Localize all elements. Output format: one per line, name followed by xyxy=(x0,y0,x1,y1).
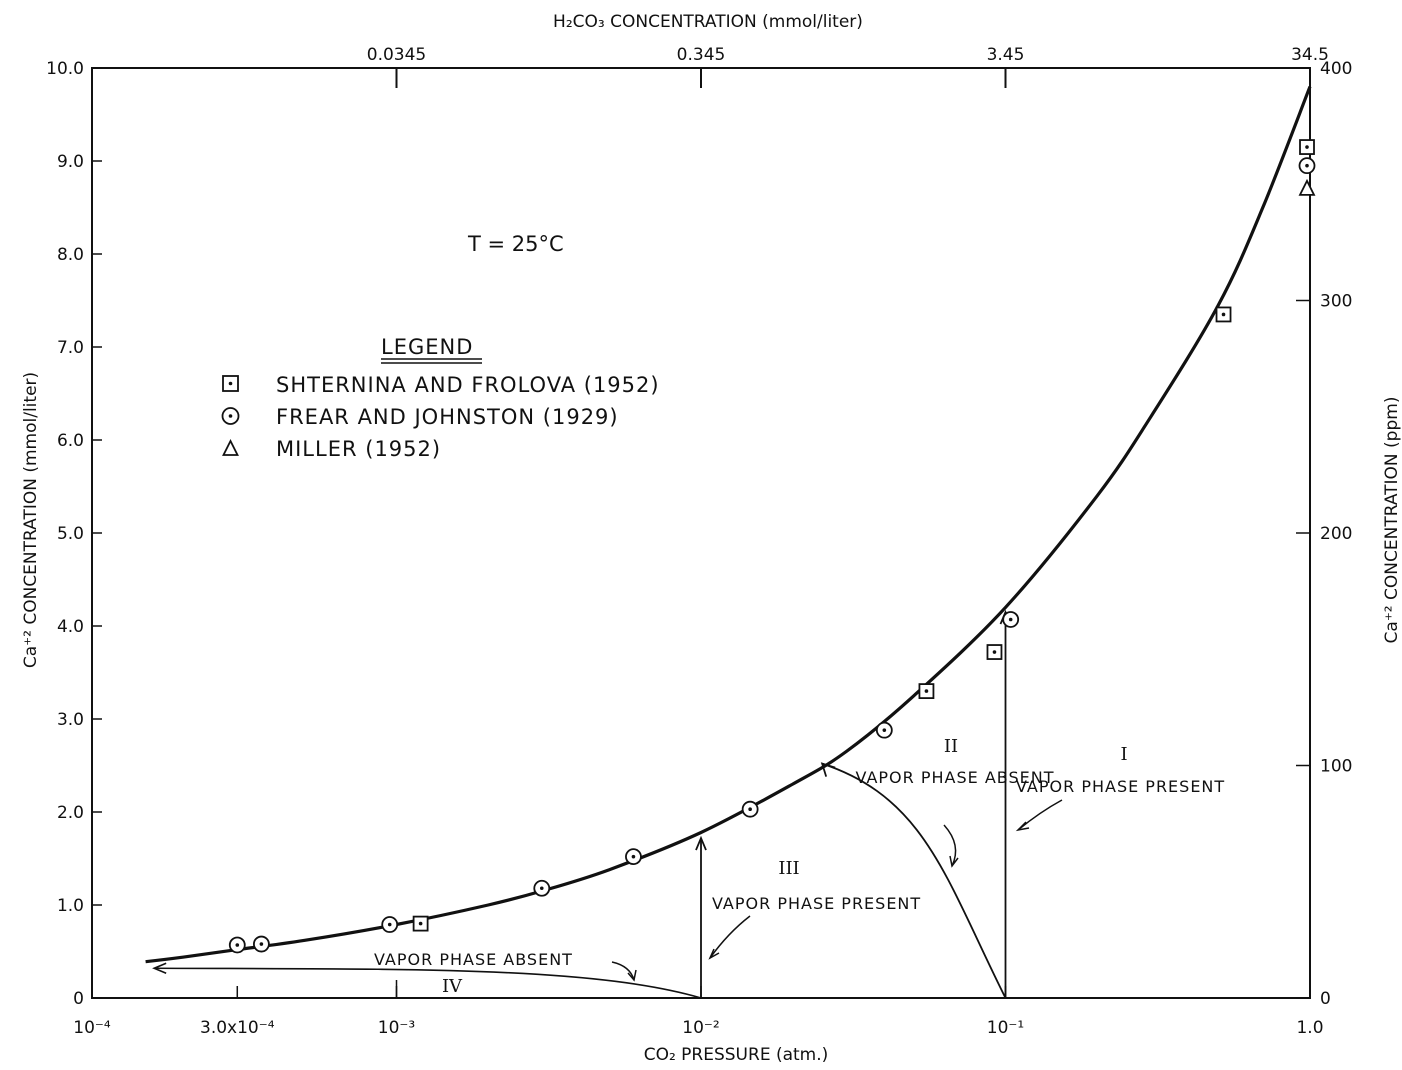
legend-title: LEGEND xyxy=(381,335,473,359)
region-III-text: VAPOR PHASE PRESENT xyxy=(712,894,921,913)
x-tick-label-2: 10⁻³ xyxy=(378,1018,415,1038)
data-point-circle-dot-2-dot xyxy=(387,922,392,927)
data-point-square-dot-3-dot xyxy=(1221,312,1226,317)
y-axis-title-right: Ca⁺² CONCENTRATION (ppm) xyxy=(1382,397,1402,644)
leader-arrows xyxy=(611,799,1063,982)
data-point-square-dot-3 xyxy=(1215,306,1232,323)
y-axis-title-left: Ca⁺² CONCENTRATION (mmol/liter) xyxy=(21,372,41,668)
equilibrium-curve-group xyxy=(145,86,1312,964)
y-tick-label-7: 7.0 xyxy=(57,338,84,358)
boundary-curve-IV xyxy=(154,967,702,999)
x-tick-label-5: 1.0 xyxy=(1296,1018,1323,1038)
leader-region-I-head xyxy=(1015,821,1030,832)
data-point-circle-dot-5-dot xyxy=(748,807,752,812)
leader-region-III xyxy=(709,915,751,959)
region-II-text-line: VAPOR PHASE ABSENT xyxy=(856,768,1055,787)
data-point-triangle-0 xyxy=(1298,178,1316,196)
data-point-circle-dot-6 xyxy=(875,721,893,739)
y-right-tick-label-3: 300 xyxy=(1320,292,1352,312)
data-point-circle-dot-7 xyxy=(1002,611,1020,628)
y-right-tick-label-0: 0 xyxy=(1320,989,1331,1009)
top-axis-title: H₂CO₃ CONCENTRATION (mmol/liter) xyxy=(553,12,863,32)
legend-label-frear: FREAR AND JOHNSTON (1929) xyxy=(276,405,619,429)
temperature-annotation: T = 25°C xyxy=(467,232,564,256)
data-point-circle-dot-5 xyxy=(741,800,759,818)
data-point-circle-dot-8-dot xyxy=(1305,163,1309,168)
data-point-square-dot-4 xyxy=(1299,139,1315,155)
data-point-circle-dot-8 xyxy=(1298,157,1316,175)
data-point-circle-dot-3-dot xyxy=(539,886,544,891)
leader-region-IV-head xyxy=(627,969,637,982)
y-tick-label-2: 2.0 xyxy=(57,803,84,823)
data-point-circle-dot-6-dot xyxy=(882,728,887,732)
legend-marker-triangle xyxy=(222,438,239,456)
legend-label-shternina: SHTERNINA AND FROLOVA (1952) xyxy=(276,373,660,397)
region-II-numeral: II xyxy=(944,736,958,757)
region-boundaries xyxy=(152,609,1012,999)
x-tick-label-3: 10⁻² xyxy=(682,1018,719,1038)
leader-region-I xyxy=(1017,799,1063,831)
region-labels: I VAPOR PHASE PRESENT II VAPOR PHASE ABS… xyxy=(374,736,1225,997)
y-tick-label-1: 1.0 xyxy=(57,896,84,916)
y-tick-label-0: 0 xyxy=(73,989,84,1009)
region-IV-text: VAPOR PHASE ABSENT xyxy=(374,950,573,969)
y-right-tick-label-4: 400 xyxy=(1320,59,1352,79)
data-point-circle-dot-2 xyxy=(381,916,399,933)
data-point-circle-dot-4 xyxy=(625,848,642,866)
data-point-square-dot-2 xyxy=(986,644,1003,660)
y-tick-label-9: 9.0 xyxy=(57,152,84,172)
data-point-circle-dot-1-dot xyxy=(259,942,264,946)
top-tick-label-0: 0.0345 xyxy=(367,45,426,65)
data-point-circle-dot-3 xyxy=(533,879,551,897)
equilibrium-curve xyxy=(145,86,1312,964)
legend-marker-circle-dot xyxy=(221,407,240,425)
x-tick-label-4: 10⁻¹ xyxy=(987,1018,1024,1038)
data-point-square-dot-1-dot xyxy=(924,689,929,693)
leader-region-III-head xyxy=(708,948,720,960)
data-point-circle-dot-0-dot xyxy=(235,943,240,947)
boundary-vertical-1e-2-arrowhead xyxy=(695,835,707,851)
boundary-curve-II-arrowhead xyxy=(820,762,836,777)
x-tick-label-1: 3.0x10⁻⁴ xyxy=(200,1018,275,1038)
top-tick-label-2: 3.45 xyxy=(987,45,1025,65)
region-IV-numeral: IV xyxy=(442,976,463,997)
leader-region-IV xyxy=(611,961,635,981)
data-point-circle-dot-1 xyxy=(252,935,270,953)
data-point-square-dot-4-dot xyxy=(1305,145,1309,149)
y-tick-label-8: 8.0 xyxy=(57,245,84,265)
data-points xyxy=(228,139,1316,954)
y-tick-label-10: 10.0 xyxy=(46,59,84,79)
boundary-curve-II xyxy=(821,762,1007,999)
data-point-square-dot-0 xyxy=(412,915,429,932)
leader-region-II xyxy=(943,824,957,867)
y-tick-label-3: 3.0 xyxy=(57,710,84,730)
axis-ticks: 10⁻⁴ 3.0x10⁻⁴ 10⁻³ 10⁻² 10⁻¹ 1.0 0.0345 0.345 3.… xyxy=(46,45,1352,1038)
legend-marker-square-dot xyxy=(222,375,239,392)
top-tick-label-3: 34.5 xyxy=(1291,45,1329,65)
data-point-square-dot-1 xyxy=(918,683,935,699)
data-point-square-dot-0-dot xyxy=(418,921,423,926)
region-I-text: VAPOR PHASE PRESENT xyxy=(1016,777,1225,796)
y-tick-label-5: 5.0 xyxy=(57,524,84,544)
top-tick-label-1: 0.345 xyxy=(677,45,726,65)
data-point-square-dot-2-dot xyxy=(992,650,997,654)
y-tick-label-6: 6.0 xyxy=(57,431,84,451)
data-point-circle-dot-7-dot xyxy=(1008,617,1013,622)
region-III-numeral: III xyxy=(778,858,799,879)
y-tick-label-4: 4.0 xyxy=(57,617,84,637)
region-II-text: VAPOR PHASE ABSENT xyxy=(856,768,1055,787)
leader-region-II-head xyxy=(949,855,959,868)
region-I-numeral: I xyxy=(1120,744,1127,765)
data-point-circle-dot-0 xyxy=(228,936,246,954)
data-point-circle-dot-4-dot xyxy=(631,854,636,859)
legend: LEGEND SHTERNINA AND FROLOVA (1952) FREA… xyxy=(221,335,660,461)
x-axis-title: CO₂ PRESSURE (atm.) xyxy=(644,1045,829,1065)
y-right-tick-label-2: 200 xyxy=(1320,524,1352,544)
x-tick-label-0: 10⁻⁴ xyxy=(73,1018,111,1038)
y-right-tick-label-1: 100 xyxy=(1320,757,1352,777)
boundary-curve-IV-arrowhead xyxy=(152,962,167,974)
legend-label-miller: MILLER (1952) xyxy=(276,437,441,461)
